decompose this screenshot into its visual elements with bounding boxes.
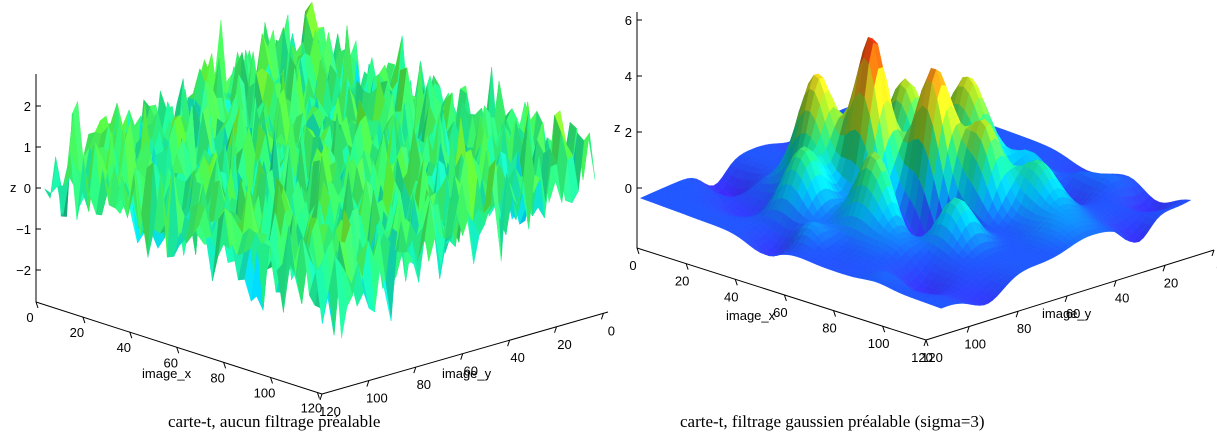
x-tick-label: 100: [254, 385, 276, 400]
y-axis-label: image_y: [1042, 306, 1092, 321]
x-tick: [35, 301, 39, 309]
z-tick-label: −1: [16, 222, 31, 237]
x-tick-label: 120: [911, 350, 933, 365]
y-tick-label: 60: [463, 364, 477, 379]
y-tick-label: 40: [510, 350, 524, 365]
axes: 0 20 40 60 80 100 120 0 20 40 60 80 100 120 2 1 0 −1 −2 ima…: [10, 74, 615, 419]
y-tick-label: 80: [1017, 321, 1031, 336]
x-tick-label: 20: [70, 325, 84, 340]
x-tick-label: 20: [675, 274, 689, 289]
y-tick: [1211, 249, 1215, 257]
x-tick: [270, 377, 273, 384]
x-tick-label: 40: [117, 340, 131, 355]
x-tick: [882, 326, 886, 333]
z-tick-label: 4: [625, 69, 632, 84]
x-tick: [833, 310, 836, 317]
x-tick: [925, 339, 929, 347]
x-tick-label: 60: [163, 355, 177, 370]
z-tick-label: 0: [625, 181, 632, 196]
z-axis-label: z: [10, 180, 17, 195]
y-tick: [966, 326, 970, 333]
x-tick: [783, 294, 787, 302]
x-tick-label: 60: [773, 305, 787, 320]
surface-plot-unfiltered: 0 20 40 60 80 100 120 0 20 40 60 80 100 120 2 1 0 −1 −2 ima…: [10, 1, 615, 419]
caption-unfiltered: carte-t, aucun filtrage préalable: [168, 412, 381, 431]
x-tick: [223, 362, 227, 369]
y-tick: [1113, 280, 1117, 287]
x-tick: [685, 263, 689, 270]
y-tick-label: 100: [366, 391, 388, 406]
y-tick: [319, 393, 323, 401]
y-axis-line: [321, 311, 609, 395]
x-tick-label: 40: [724, 289, 738, 304]
x-tick-label: 0: [629, 258, 636, 273]
surface-mesh: [639, 36, 1192, 309]
y-tick: [1162, 265, 1166, 272]
y-tick-label: 120: [921, 350, 943, 365]
y-tick: [366, 380, 370, 387]
z-tick-label: 2: [625, 125, 632, 140]
x-tick-label: 100: [868, 336, 890, 351]
x-tick: [82, 316, 86, 324]
z-tick-label: 0: [24, 181, 31, 196]
x-tick-label: 120: [301, 401, 323, 416]
y-tick-label: 60: [1066, 306, 1080, 321]
y-tick-label: 20: [1164, 275, 1178, 290]
x-axis-line: [636, 247, 927, 341]
x-tick-label: 80: [822, 321, 836, 336]
z-tick-label: −2: [16, 263, 31, 278]
y-tick: [507, 340, 511, 347]
y-tick: [554, 326, 557, 333]
x-axis-line: [35, 301, 323, 395]
y-tick: [413, 366, 417, 374]
y-tick-label: 0: [608, 323, 615, 338]
x-tick-label: 0: [26, 310, 33, 325]
z-axis-label: z: [614, 120, 621, 135]
caption-gaussian-filtered: carte-t, filtrage gaussien préalable (si…: [680, 412, 985, 431]
y-tick: [1064, 295, 1068, 303]
y-tick-label: 120: [319, 404, 341, 419]
y-tick-label: 80: [417, 377, 431, 392]
x-tick: [316, 392, 320, 399]
y-tick: [460, 353, 464, 360]
x-tick: [636, 247, 640, 255]
axes: 0204060801001200204060801001206420image_…: [614, 12, 1217, 365]
x-tick: [176, 347, 180, 354]
surface-plot-gaussian-filtered: 0204060801001200204060801001206420image_…: [614, 12, 1217, 365]
x-axis-label: image_x: [142, 366, 192, 381]
z-tick-label: 1: [24, 140, 31, 155]
surface-mesh: [44, 1, 596, 339]
y-tick: [1015, 311, 1019, 318]
x-tick-label: 80: [210, 370, 224, 385]
y-tick-label: 100: [964, 337, 986, 352]
z-tick-label: 6: [625, 13, 632, 28]
y-axis-line: [925, 249, 1215, 341]
z-tick-label: 2: [24, 99, 31, 114]
y-axis-label: image_y: [442, 366, 492, 381]
y-tick-label: 40: [1115, 291, 1129, 306]
y-tick-label: 20: [557, 337, 571, 352]
y-tick: [923, 339, 927, 347]
x-tick: [734, 279, 738, 286]
y-tick: [600, 313, 604, 320]
x-tick: [129, 332, 133, 339]
x-axis-label: image_x: [726, 308, 776, 323]
